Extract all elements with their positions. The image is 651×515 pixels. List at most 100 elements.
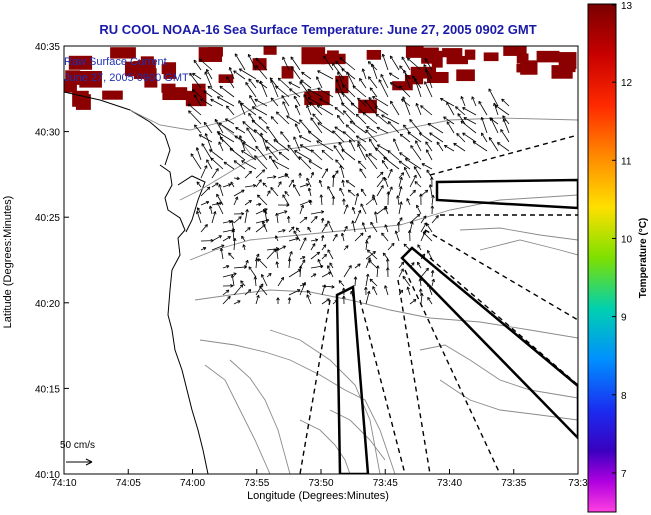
current-vector-head bbox=[376, 127, 379, 131]
current-vector bbox=[288, 226, 295, 233]
current-vector bbox=[455, 106, 466, 116]
current-vector bbox=[310, 216, 318, 224]
current-vector-head bbox=[387, 267, 390, 271]
current-vector-head bbox=[257, 258, 260, 262]
colorbar bbox=[587, 3, 617, 513]
current-vector bbox=[317, 87, 334, 98]
current-vector bbox=[201, 143, 213, 161]
current-vector bbox=[255, 295, 260, 305]
sst-cell bbox=[263, 46, 277, 55]
current-vector bbox=[244, 170, 252, 179]
current-vector-head bbox=[401, 177, 403, 181]
current-vector-head bbox=[258, 203, 262, 207]
current-vector-head bbox=[247, 289, 251, 291]
current-vector-head bbox=[342, 84, 346, 86]
current-vector-head bbox=[257, 194, 261, 197]
current-vector bbox=[414, 78, 422, 98]
current-vector-head bbox=[286, 215, 289, 220]
current-vector-head bbox=[339, 57, 343, 59]
current-vector bbox=[299, 216, 308, 224]
sst-cell bbox=[446, 56, 469, 65]
current-vector-head bbox=[341, 232, 345, 236]
current-vector bbox=[317, 70, 334, 80]
current-vector-head bbox=[400, 261, 404, 264]
x-tick-label: 73:55 bbox=[244, 478, 269, 489]
current-vector-head bbox=[362, 112, 365, 116]
plot-area bbox=[64, 46, 578, 474]
current-vector bbox=[329, 262, 334, 269]
current-vector bbox=[321, 235, 324, 242]
sst-cell bbox=[110, 47, 136, 59]
current-vector-head bbox=[196, 181, 200, 184]
current-vector bbox=[254, 276, 257, 287]
current-vector-head bbox=[333, 145, 337, 148]
current-vector-head bbox=[187, 103, 192, 105]
current-vector bbox=[257, 194, 268, 206]
current-vector bbox=[339, 57, 356, 71]
current-vector-head bbox=[406, 198, 410, 201]
current-vector-head bbox=[306, 290, 309, 294]
current-vector bbox=[387, 121, 400, 134]
current-vector bbox=[389, 55, 400, 71]
current-vector bbox=[259, 80, 268, 98]
current-vector-head bbox=[386, 267, 389, 271]
current-vector-head bbox=[462, 107, 465, 111]
current-vector-head bbox=[360, 232, 364, 235]
current-vector-head bbox=[311, 149, 315, 152]
current-vector bbox=[200, 98, 213, 107]
current-vector bbox=[407, 286, 411, 296]
current-vector bbox=[399, 133, 411, 143]
current-vector-head bbox=[352, 220, 355, 224]
current-vector-head bbox=[381, 232, 385, 235]
current-vector bbox=[300, 79, 312, 89]
current-vector bbox=[239, 135, 246, 152]
current-vector-head bbox=[189, 72, 193, 75]
current-vector-head bbox=[277, 297, 280, 301]
current-vector-head bbox=[367, 249, 371, 252]
current-vector bbox=[403, 70, 411, 89]
current-vector bbox=[226, 105, 235, 116]
current-vector-head bbox=[381, 172, 384, 176]
current-vector-head bbox=[414, 299, 417, 303]
current-vector-head bbox=[368, 291, 371, 295]
current-vector bbox=[431, 278, 435, 287]
current-vector bbox=[471, 96, 477, 107]
sst-cell bbox=[252, 58, 267, 71]
current-vector-head bbox=[256, 253, 260, 256]
current-vector-head bbox=[281, 95, 285, 98]
current-vector-head bbox=[343, 110, 345, 114]
current-vector bbox=[310, 251, 320, 260]
current-vector bbox=[350, 291, 356, 305]
current-vector bbox=[488, 137, 499, 152]
current-vector-head bbox=[414, 181, 417, 185]
current-vector-head bbox=[375, 147, 379, 149]
current-vector bbox=[298, 135, 312, 143]
current-vector-head bbox=[436, 141, 440, 144]
current-vector-head bbox=[195, 147, 198, 151]
y-axis-ticks: 40:35 40:30 40:25 40:20 40:15 40:10 bbox=[35, 42, 69, 481]
current-vector bbox=[334, 107, 345, 116]
sst-cell bbox=[68, 55, 93, 70]
current-vector-head bbox=[310, 171, 314, 175]
current-vector-head bbox=[411, 262, 415, 265]
current-vector-head bbox=[389, 186, 393, 190]
current-vector-head bbox=[432, 205, 435, 209]
current-vector-head bbox=[431, 278, 435, 282]
current-vector-head bbox=[187, 103, 190, 107]
current-vector-head bbox=[427, 283, 431, 287]
current-vector-head bbox=[270, 97, 273, 101]
current-vector-head bbox=[426, 169, 430, 172]
current-vector-head bbox=[288, 81, 291, 85]
current-vector bbox=[255, 224, 266, 233]
shipping-lanes bbox=[299, 134, 578, 474]
current-vector bbox=[207, 86, 224, 98]
current-vector-head bbox=[242, 121, 245, 125]
current-vector-head bbox=[383, 157, 386, 161]
current-vector bbox=[352, 207, 356, 215]
current-vector bbox=[420, 215, 427, 224]
current-vector bbox=[270, 187, 279, 197]
current-vector-head bbox=[320, 234, 324, 238]
current-vector bbox=[407, 57, 422, 71]
current-vector-head bbox=[369, 87, 374, 90]
current-vector-head bbox=[357, 193, 360, 197]
